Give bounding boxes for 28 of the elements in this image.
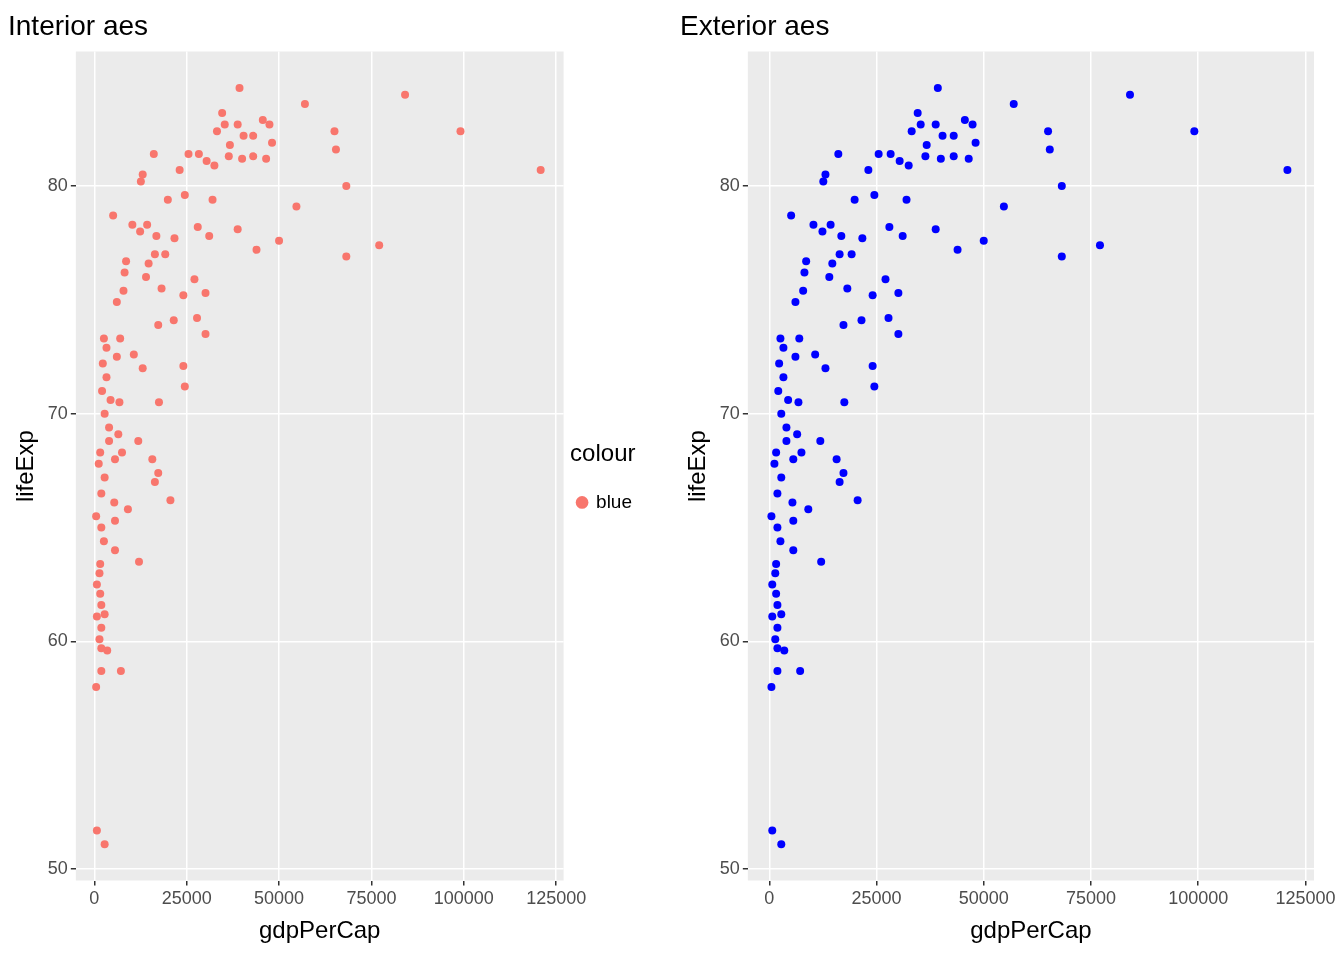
y-tick-label: 50 bbox=[719, 858, 740, 879]
x-tick-label: 125000 bbox=[526, 888, 587, 909]
chart-title: Interior aes bbox=[8, 9, 149, 41]
y-tick-label: 60 bbox=[47, 630, 68, 651]
x-tick-label: 50000 bbox=[958, 888, 1009, 909]
y-tick-label: 80 bbox=[719, 174, 740, 195]
x-tick-label: 75000 bbox=[1065, 888, 1116, 909]
y-tick-label: 70 bbox=[719, 402, 740, 423]
y-tick-label: 50 bbox=[47, 858, 68, 879]
x-axis-title: gdpPerCap bbox=[258, 916, 381, 944]
x-tick-label: 50000 bbox=[254, 888, 305, 909]
x-tick-label: 100000 bbox=[433, 888, 494, 909]
x-tick-label: 125000 bbox=[1275, 888, 1336, 909]
y-tick-label: 70 bbox=[47, 402, 68, 423]
y-axis-title: lifeExp bbox=[683, 430, 711, 503]
y-tick-label: 80 bbox=[47, 174, 68, 195]
x-tick-label: 0 bbox=[764, 888, 775, 909]
y-axis-title: lifeExp bbox=[11, 430, 39, 503]
x-tick-label: 0 bbox=[89, 888, 100, 909]
x-axis-title: gdpPerCap bbox=[970, 916, 1092, 944]
x-tick-label: 25000 bbox=[851, 888, 902, 909]
y-tick-label: 60 bbox=[719, 630, 740, 651]
x-tick-label: 75000 bbox=[346, 888, 397, 909]
legend-title: colour bbox=[570, 438, 636, 466]
x-tick-label: 25000 bbox=[161, 888, 212, 909]
chart-title: Exterior aes bbox=[680, 9, 830, 41]
legend-label: blue bbox=[596, 490, 632, 512]
x-tick-label: 100000 bbox=[1168, 888, 1229, 909]
